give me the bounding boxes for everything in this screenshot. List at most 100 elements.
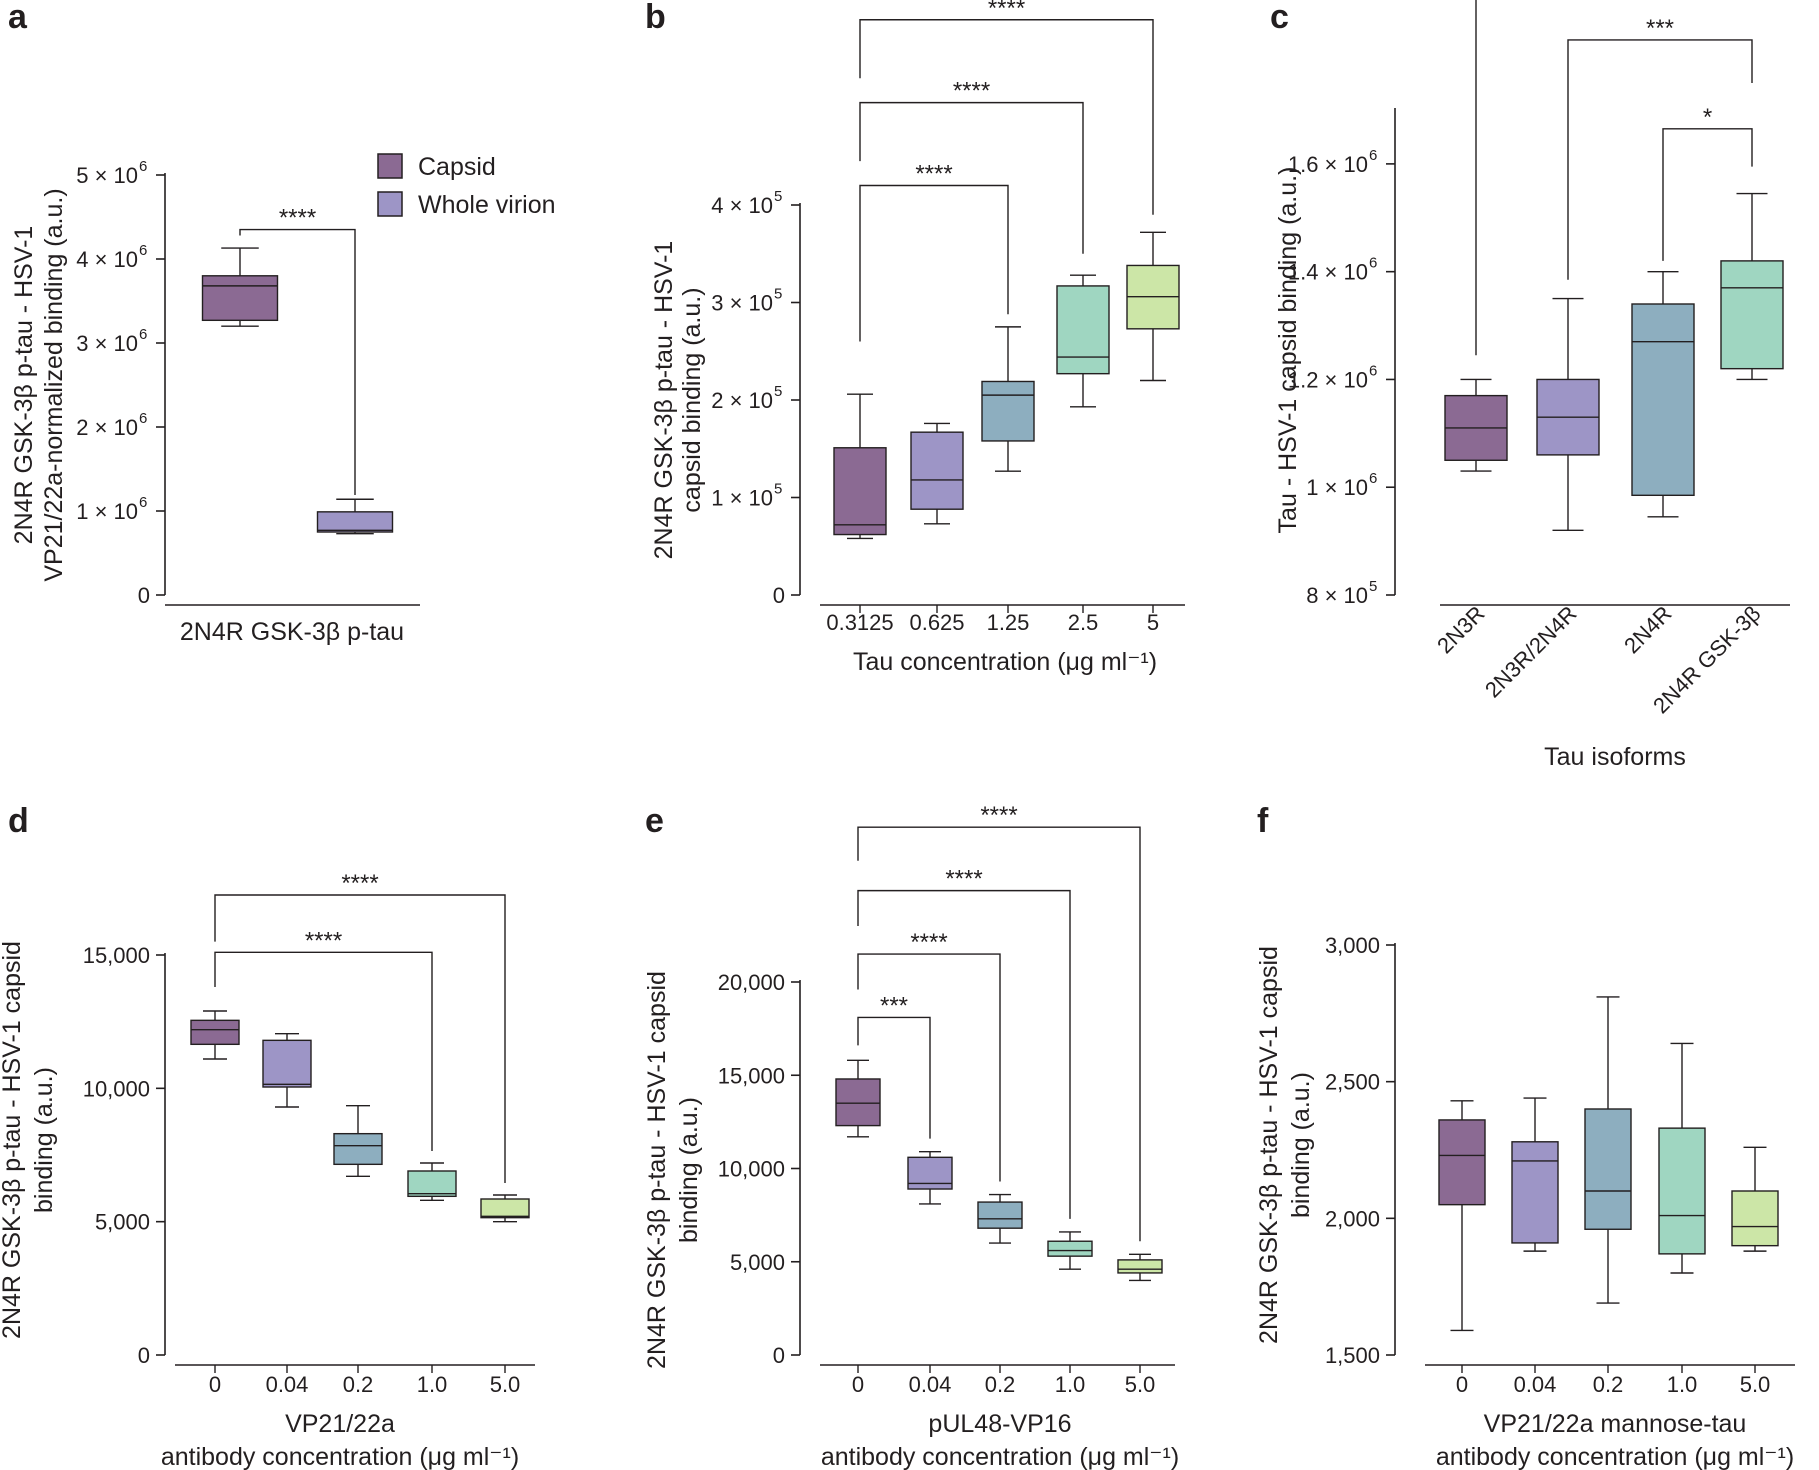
y-tick-label: 3 × 10	[711, 291, 773, 316]
y-tick-label: 2 × 10	[76, 415, 138, 440]
y-tick-exponent: 5	[774, 188, 782, 205]
y-tick-label: 1 × 10	[711, 486, 773, 511]
y-tick-label: 2,500	[1325, 1070, 1380, 1095]
significance-bracket: ****	[239, 205, 356, 496]
bracket-line	[857, 1016, 931, 1139]
box-1-0	[1658, 1042, 1706, 1274]
box-0-3125	[833, 393, 887, 540]
y-tick-label: 15,000	[718, 1063, 785, 1088]
significance-bracket: *	[1662, 104, 1753, 261]
y-tick-label: 10,000	[718, 1157, 785, 1182]
x-tick-label: 0	[209, 1372, 221, 1397]
y-tick-exponent: 5	[774, 481, 782, 498]
y-axis-title: 2N4R GSK-3β p-tau - HSV-1VP21/22a-normal…	[10, 188, 68, 581]
legend-label-whole-virion: Whole virion	[418, 191, 556, 219]
box-iqr	[316, 511, 394, 533]
legend: Capsid Whole virion	[377, 153, 556, 219]
x-axis-title: Tau concentration (μg ml⁻¹)	[853, 648, 1157, 676]
y-tick-exponent: 6	[139, 158, 147, 175]
box-iqr	[1438, 1119, 1486, 1206]
y-axis-title: 2N4R GSK-3β p-tau - HSV-1 capsid binding …	[643, 971, 703, 1369]
y-axis-title-line: binding (a.u.)	[1287, 1072, 1315, 1218]
y-tick-exponent: 6	[1369, 255, 1377, 272]
significance-bracket: ***	[1567, 15, 1753, 280]
box-whole-virion	[316, 498, 394, 535]
y-tick-label: 0	[773, 583, 785, 608]
x-tick-label: 0.625	[909, 610, 964, 635]
box-iqr	[190, 1019, 240, 1046]
significance-bracket: ****	[857, 802, 1141, 1242]
x-axis-title: 2N4R GSK-3β p-tau	[180, 618, 404, 646]
x-axis-title-line: Tau isoforms	[1544, 743, 1686, 771]
panel-letter-f: f	[1257, 802, 1269, 840]
significance-label: ****	[910, 929, 947, 956]
box-iqr	[407, 1170, 457, 1198]
bracket-line	[859, 19, 1154, 215]
y-axis-title: Tau - HSV-1 capsid binding (a.u.)	[1274, 167, 1302, 534]
y-tick-label: 20,000	[718, 970, 785, 995]
y-tick-label: 0	[138, 583, 150, 608]
x-tick-label: 2N3R	[1432, 601, 1489, 658]
y-tick-exponent: 5	[1369, 578, 1377, 595]
bracket-line	[857, 889, 1071, 1219]
panel-e: e 2N4R GSK-3β p-tau - HSV-1 capsid bindin…	[643, 802, 1179, 1470]
x-tick-label: 1.0	[1667, 1372, 1698, 1397]
x-tick-label: 0.04	[266, 1372, 309, 1397]
box-0-2	[977, 1193, 1023, 1244]
box-2-5	[1056, 274, 1110, 408]
box-iqr	[1731, 1190, 1779, 1247]
x-tick-label: 0.3125	[826, 610, 893, 635]
significance-label: ****	[953, 78, 990, 105]
x-axis-title: pUL48-VP16 antibody concentration (μg ml⁻…	[821, 1410, 1179, 1470]
box-iqr	[1720, 260, 1784, 370]
x-tick-label: 0.04	[1514, 1372, 1557, 1397]
x-tick-label: 5.0	[1125, 1372, 1156, 1397]
box-1-25	[981, 326, 1035, 472]
significance-bracket: ****	[859, 161, 1009, 342]
y-tick-label: 8 × 10	[1306, 583, 1368, 608]
x-tick-label: 2.5	[1068, 610, 1099, 635]
y-axis-title-line: capsid binding (a.u.)	[678, 287, 706, 512]
x-axis-title: VP21/22a mannose-tau antibody concentrati…	[1436, 1410, 1794, 1470]
panel-letter-b: b	[645, 0, 666, 36]
y-axis-title: 2N4R GSK-3β p-tau - HSV-1 capsid binding …	[1255, 946, 1315, 1344]
significance-label: ****	[988, 0, 1025, 22]
box-iqr	[1584, 1108, 1632, 1230]
y-tick-exponent: 6	[139, 242, 147, 259]
x-tick-label: 5	[1147, 610, 1159, 635]
box-1-0	[407, 1162, 457, 1202]
panel-c: c Tau - HSV-1 capsid binding (a.u.) 8 × …	[1270, 0, 1790, 771]
x-tick-label: 1.0	[417, 1372, 448, 1397]
x-axis-title-line: pUL48-VP16	[928, 1410, 1071, 1438]
y-tick-label: 1.2 × 10	[1288, 367, 1368, 392]
box-iqr	[1056, 285, 1110, 375]
box-0-625	[910, 422, 964, 525]
y-axis-title: 2N4R GSK-3β p-tau - HSV-1 capsid binding …	[0, 941, 58, 1339]
y-tick-label: 2,000	[1325, 1206, 1380, 1231]
box-iqr	[1658, 1127, 1706, 1255]
box-iqr	[1047, 1240, 1093, 1257]
y-axis-title-line: VP21/22a-normalized binding (a.u.)	[40, 188, 68, 581]
bracket-line	[859, 101, 1084, 254]
box-0	[190, 1010, 240, 1060]
y-tick-label: 5 × 10	[76, 163, 138, 188]
box-iqr	[1631, 303, 1695, 497]
box-5	[1126, 231, 1180, 382]
x-axis-title-line: Tau concentration (μg ml⁻¹)	[853, 648, 1157, 676]
y-axis-title-line: 2N4R GSK-3β p-tau - HSV-1 capsid	[1255, 946, 1283, 1344]
box-2n4r	[1631, 270, 1695, 518]
box-iqr	[201, 275, 279, 322]
box-0-04	[907, 1151, 953, 1205]
box-capsid	[201, 247, 279, 327]
box-0-2	[333, 1104, 383, 1178]
box-iqr	[1511, 1141, 1559, 1244]
x-tick-label: 1.25	[987, 610, 1030, 635]
x-tick-label: 0.2	[985, 1372, 1016, 1397]
box-5-0	[480, 1194, 530, 1223]
box-2n4r-gsk-3-	[1720, 192, 1784, 381]
legend-label-capsid: Capsid	[418, 153, 496, 181]
x-tick-label: 0.04	[909, 1372, 952, 1397]
bracket-line	[857, 953, 1001, 1182]
significance-label: ****	[341, 870, 378, 897]
